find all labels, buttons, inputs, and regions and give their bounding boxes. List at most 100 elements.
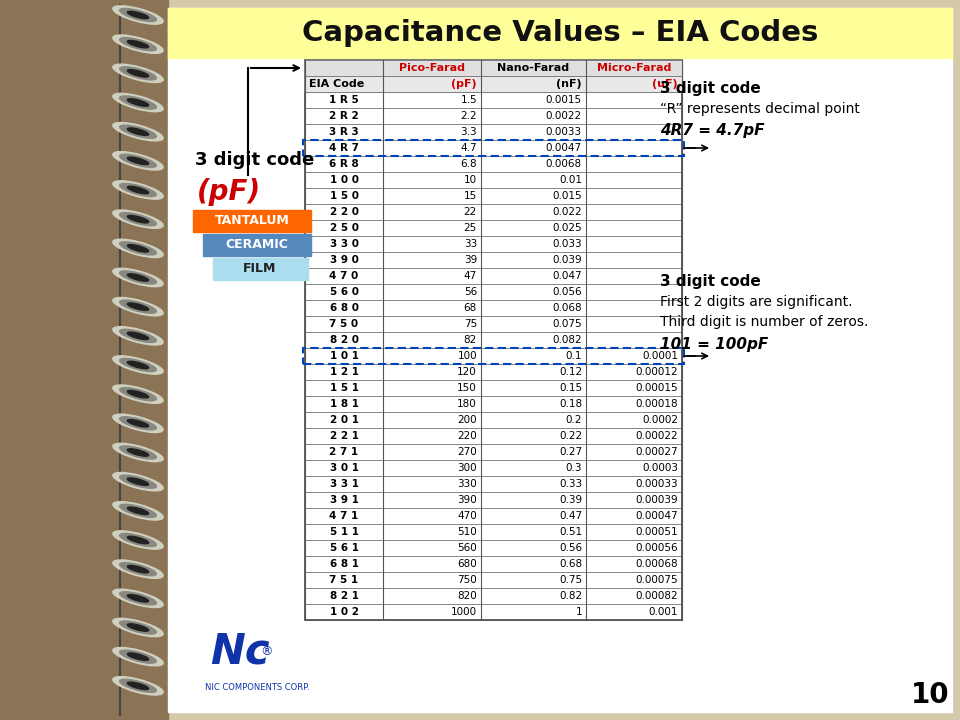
Text: 68: 68 <box>464 303 477 313</box>
Text: 7 5 1: 7 5 1 <box>329 575 359 585</box>
Ellipse shape <box>128 449 149 456</box>
Ellipse shape <box>113 269 163 287</box>
Ellipse shape <box>128 70 149 77</box>
Ellipse shape <box>128 682 149 690</box>
Ellipse shape <box>128 274 149 282</box>
Text: 2 5 0: 2 5 0 <box>329 223 358 233</box>
Bar <box>303 348 684 364</box>
Text: 0.75: 0.75 <box>559 575 582 585</box>
Text: 120: 120 <box>457 367 477 377</box>
Ellipse shape <box>120 96 156 109</box>
Text: 4 R 7: 4 R 7 <box>329 143 359 153</box>
Ellipse shape <box>120 67 156 80</box>
Ellipse shape <box>128 128 149 135</box>
Ellipse shape <box>120 475 156 488</box>
Ellipse shape <box>113 677 163 695</box>
Text: 2 0 1: 2 0 1 <box>329 415 358 425</box>
Text: 0.047: 0.047 <box>552 271 582 281</box>
Ellipse shape <box>113 327 163 345</box>
Text: 15: 15 <box>464 191 477 201</box>
Bar <box>305 60 682 76</box>
Text: 4 7 1: 4 7 1 <box>329 511 359 521</box>
Ellipse shape <box>120 300 156 313</box>
Text: 0.68: 0.68 <box>559 559 582 569</box>
Text: 0.033: 0.033 <box>552 239 582 249</box>
Text: 47: 47 <box>464 271 477 281</box>
Text: 101 = 100pF: 101 = 100pF <box>660 337 768 352</box>
Bar <box>305 76 682 92</box>
Text: Micro-Farad: Micro-Farad <box>597 63 671 73</box>
Text: (uF): (uF) <box>653 79 678 89</box>
Text: 0.022: 0.022 <box>552 207 582 217</box>
Ellipse shape <box>113 531 163 549</box>
Text: Pico-Farad: Pico-Farad <box>399 63 465 73</box>
Text: 0.0033: 0.0033 <box>546 127 582 137</box>
Text: 4R7 = 4.7pF: 4R7 = 4.7pF <box>660 123 764 138</box>
Text: 1000: 1000 <box>451 607 477 617</box>
Text: 0.27: 0.27 <box>559 447 582 457</box>
Text: 0.0002: 0.0002 <box>642 415 678 425</box>
Text: 0.0001: 0.0001 <box>642 351 678 361</box>
Text: 0.00075: 0.00075 <box>636 575 678 585</box>
Ellipse shape <box>120 417 156 430</box>
Text: 1 2 1: 1 2 1 <box>329 367 358 377</box>
Text: 75: 75 <box>464 319 477 329</box>
Text: 0.00015: 0.00015 <box>636 383 678 393</box>
Text: 0.22: 0.22 <box>559 431 582 441</box>
Ellipse shape <box>120 271 156 284</box>
Ellipse shape <box>128 303 149 310</box>
Ellipse shape <box>113 64 163 83</box>
Text: 3 digit code: 3 digit code <box>660 274 760 289</box>
Ellipse shape <box>128 390 149 398</box>
Ellipse shape <box>128 332 149 340</box>
Text: 0.56: 0.56 <box>559 543 582 553</box>
Text: 0.068: 0.068 <box>552 303 582 313</box>
Ellipse shape <box>113 356 163 374</box>
Text: 3 digit code: 3 digit code <box>660 81 760 96</box>
Text: 470: 470 <box>457 511 477 521</box>
Ellipse shape <box>128 565 149 573</box>
Ellipse shape <box>120 37 156 50</box>
Text: 390: 390 <box>457 495 477 505</box>
Bar <box>213 258 308 280</box>
Text: (pF): (pF) <box>197 178 261 206</box>
Text: 2 R 2: 2 R 2 <box>329 111 359 121</box>
Text: 0.15: 0.15 <box>559 383 582 393</box>
Text: 180: 180 <box>457 399 477 409</box>
Ellipse shape <box>120 504 156 518</box>
Text: NIC COMPONENTS CORP.: NIC COMPONENTS CORP. <box>205 683 310 692</box>
Ellipse shape <box>128 507 149 515</box>
Text: 0.0068: 0.0068 <box>546 159 582 169</box>
Text: 0.00068: 0.00068 <box>636 559 678 569</box>
Text: 3.3: 3.3 <box>461 127 477 137</box>
Text: 0.00033: 0.00033 <box>636 479 678 489</box>
Text: 3 0 1: 3 0 1 <box>329 463 358 473</box>
Text: 25: 25 <box>464 223 477 233</box>
Text: 150: 150 <box>457 383 477 393</box>
Text: 1 5 0: 1 5 0 <box>329 191 358 201</box>
Text: 0.00082: 0.00082 <box>636 591 678 601</box>
Ellipse shape <box>113 385 163 403</box>
Ellipse shape <box>113 618 163 636</box>
Text: 1: 1 <box>575 607 582 617</box>
Ellipse shape <box>128 157 149 165</box>
Text: 330: 330 <box>457 479 477 489</box>
Text: 0.18: 0.18 <box>559 399 582 409</box>
Text: 33: 33 <box>464 239 477 249</box>
Ellipse shape <box>128 40 149 48</box>
Text: 8 2 0: 8 2 0 <box>329 335 358 345</box>
Ellipse shape <box>113 239 163 258</box>
Bar <box>203 234 311 256</box>
Text: 510: 510 <box>457 527 477 537</box>
Bar <box>303 140 684 156</box>
Text: First 2 digits are significant.: First 2 digits are significant. <box>660 295 852 309</box>
Text: CERAMIC: CERAMIC <box>226 238 288 251</box>
Ellipse shape <box>113 472 163 491</box>
Text: ®: ® <box>260 646 273 659</box>
Text: Nc: Nc <box>210 630 270 672</box>
Text: 4.7: 4.7 <box>461 143 477 153</box>
Text: FILM: FILM <box>243 263 276 276</box>
Ellipse shape <box>120 242 156 255</box>
Text: 1 R 5: 1 R 5 <box>329 95 359 105</box>
Text: 3 3 1: 3 3 1 <box>329 479 358 489</box>
